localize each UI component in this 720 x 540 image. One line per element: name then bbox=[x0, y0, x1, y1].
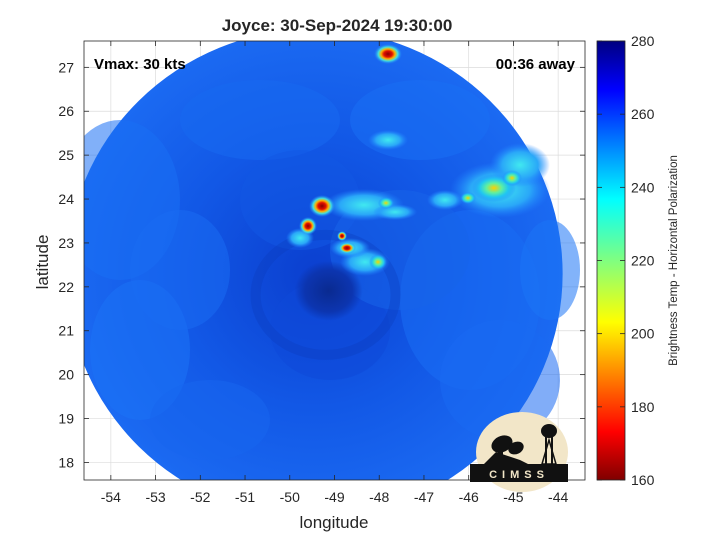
convective-area bbox=[502, 170, 522, 186]
x-tick-label: -45 bbox=[503, 489, 523, 505]
deep-convection-cell bbox=[337, 231, 347, 241]
x-tick-label: -47 bbox=[414, 489, 434, 505]
storm-core bbox=[294, 260, 363, 321]
swath-texture bbox=[350, 80, 490, 160]
warm-cloud-area bbox=[427, 190, 463, 210]
y-tick-label: 19 bbox=[58, 411, 74, 427]
microwave-swath bbox=[84, 41, 580, 480]
swath-texture bbox=[130, 210, 230, 330]
x-tick-label: -51 bbox=[235, 489, 255, 505]
deep-convection-cell bbox=[374, 44, 402, 64]
map-title: Joyce: 30-Sep-2024 19:30:00 bbox=[222, 16, 453, 35]
swath-texture bbox=[440, 320, 560, 440]
swath-texture bbox=[150, 380, 270, 460]
x-tick-label: -49 bbox=[324, 489, 344, 505]
satellite-dish-icon bbox=[484, 435, 528, 464]
convective-area bbox=[460, 192, 476, 204]
deep-convection-cell bbox=[309, 195, 335, 217]
spiral-band bbox=[250, 229, 401, 360]
colorbar-tick-label: 280 bbox=[631, 33, 655, 49]
swath-texture bbox=[180, 80, 340, 160]
colorbar-tick-label: 240 bbox=[631, 179, 655, 195]
y-tick-label: 24 bbox=[58, 191, 74, 207]
y-tick-label: 21 bbox=[58, 323, 74, 339]
x-tick-label: -52 bbox=[190, 489, 210, 505]
colorbar-ticks: 160 180 200 220 240 260 280 bbox=[597, 33, 655, 488]
colorbar-label: Brightness Temp - Horizontal Polarizatio… bbox=[668, 155, 680, 366]
cimss-logo: CIMSS bbox=[470, 412, 568, 492]
y-tick-label: 18 bbox=[58, 454, 74, 470]
y-tick-label: 27 bbox=[58, 59, 74, 75]
y-tick-label: 26 bbox=[58, 103, 74, 119]
deep-convection-cell bbox=[338, 242, 356, 254]
logo-text: CIMSS bbox=[489, 469, 549, 481]
y-tick-label: 22 bbox=[58, 279, 74, 295]
swath-texture bbox=[240, 150, 360, 250]
x-tick-label: -44 bbox=[548, 489, 568, 505]
colorbar-tick-label: 180 bbox=[631, 399, 655, 415]
x-tick-label: -48 bbox=[369, 489, 389, 505]
vmax-label: Vmax: 30 kts bbox=[94, 56, 186, 73]
y-axis-label: latitude bbox=[33, 235, 52, 290]
colorbar-tick-label: 220 bbox=[631, 253, 655, 269]
y-axis-ticks: 18 19 20 21 22 23 24 25 26 27 bbox=[58, 59, 585, 470]
colorbar: 160 180 200 220 240 260 280 Brightness Temp - … bbox=[596, 33, 680, 488]
x-tick-label: -46 bbox=[459, 489, 479, 505]
colorbar-tick-label: 160 bbox=[631, 472, 655, 488]
y-tick-label: 23 bbox=[58, 235, 74, 251]
convective-area bbox=[378, 197, 394, 209]
swath-texture bbox=[520, 220, 580, 320]
convective-area bbox=[369, 254, 387, 270]
x-axis-label: longitude bbox=[299, 513, 368, 532]
deep-convection-cell bbox=[299, 217, 317, 235]
x-tick-label: -54 bbox=[101, 489, 121, 505]
colorbar-tick-label: 260 bbox=[631, 106, 655, 122]
time-away-label: 00:36 away bbox=[496, 56, 576, 73]
warm-cloud-area bbox=[368, 130, 408, 150]
x-tick-label: -50 bbox=[280, 489, 300, 505]
y-tick-label: 20 bbox=[58, 367, 74, 383]
water-tower-icon bbox=[541, 424, 557, 465]
x-tick-label: -53 bbox=[145, 489, 165, 505]
colorbar-tick-label: 200 bbox=[631, 326, 655, 342]
y-tick-label: 25 bbox=[58, 147, 74, 163]
